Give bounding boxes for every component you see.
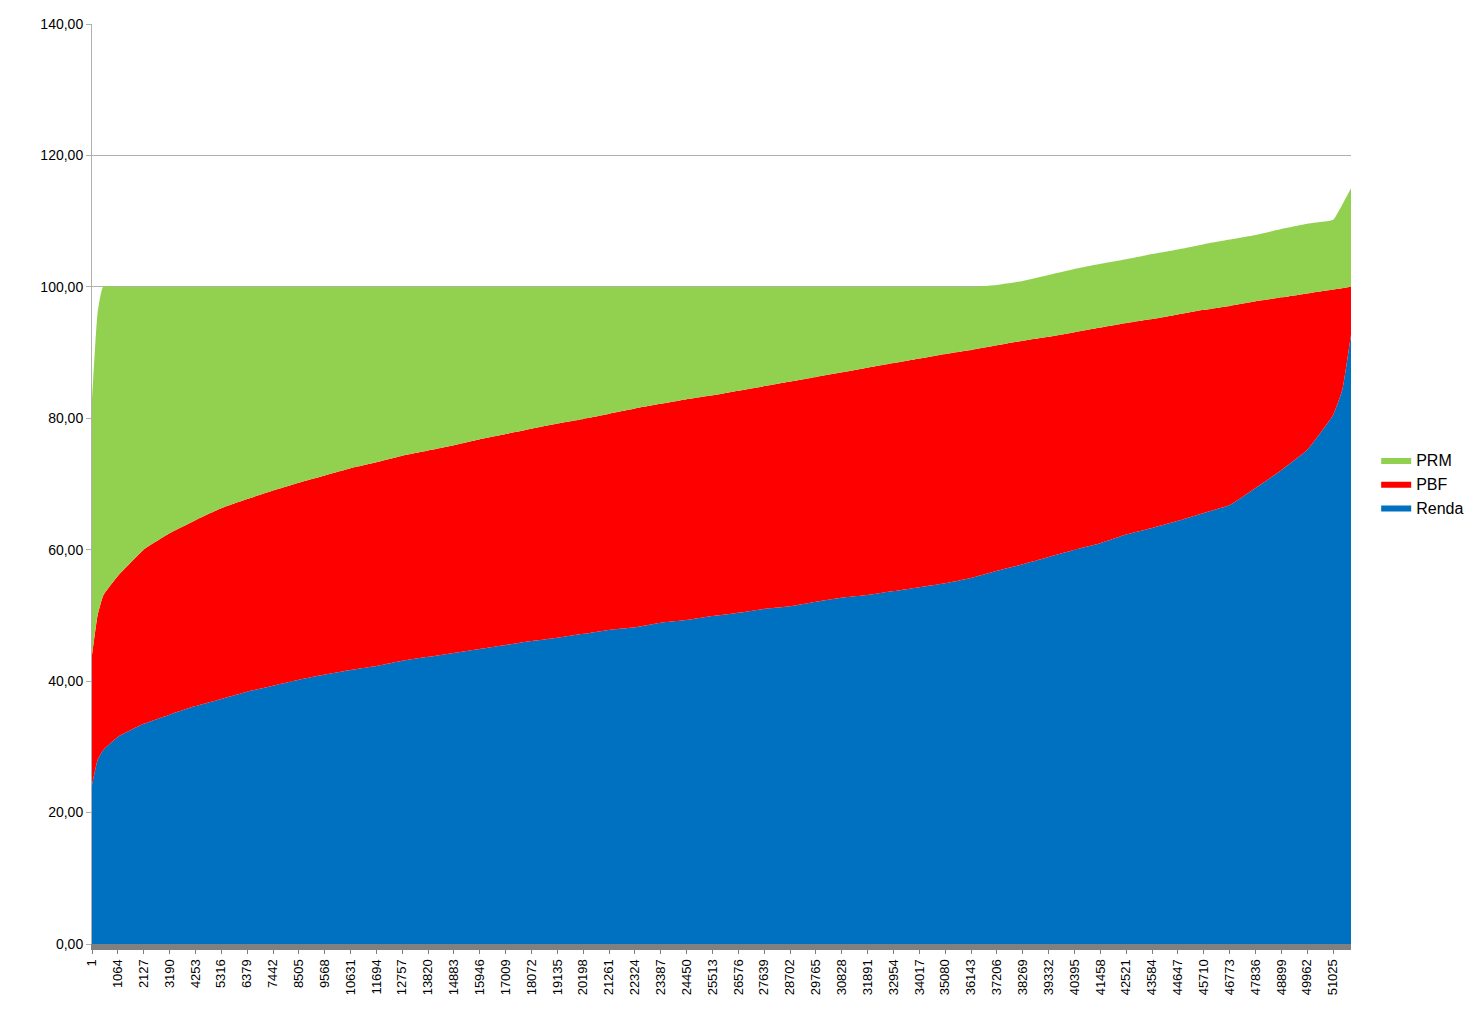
svg-text:45710: 45710 (1196, 959, 1211, 995)
svg-text:24450: 24450 (679, 959, 694, 995)
svg-text:4253: 4253 (188, 959, 203, 988)
svg-text:12757: 12757 (395, 959, 410, 995)
svg-text:47836: 47836 (1248, 959, 1263, 995)
svg-text:37206: 37206 (989, 959, 1004, 995)
svg-text:51025: 51025 (1325, 959, 1340, 995)
svg-text:34017: 34017 (912, 959, 927, 995)
svg-text:13820: 13820 (420, 959, 435, 995)
svg-text:14883: 14883 (446, 959, 461, 995)
svg-text:38269: 38269 (1015, 959, 1030, 995)
svg-text:29765: 29765 (808, 959, 823, 995)
svg-text:25513: 25513 (705, 959, 720, 995)
svg-text:11694: 11694 (369, 959, 384, 994)
svg-text:5316: 5316 (214, 959, 229, 988)
svg-text:PRM: PRM (1416, 452, 1452, 469)
svg-text:120,00: 120,00 (40, 147, 83, 163)
svg-text:40,00: 40,00 (48, 673, 83, 689)
svg-text:3190: 3190 (162, 959, 177, 988)
svg-text:9568: 9568 (317, 959, 332, 988)
svg-text:Renda: Renda (1416, 500, 1463, 517)
svg-text:32954: 32954 (886, 959, 901, 995)
svg-text:41458: 41458 (1093, 959, 1108, 995)
svg-text:10631: 10631 (343, 959, 358, 995)
svg-text:140,00: 140,00 (40, 16, 83, 32)
svg-text:20198: 20198 (576, 959, 591, 995)
svg-text:1064: 1064 (110, 959, 125, 988)
svg-text:1: 1 (84, 959, 99, 966)
svg-text:80,00: 80,00 (48, 410, 83, 426)
svg-text:44647: 44647 (1170, 959, 1185, 995)
svg-text:PBF: PBF (1416, 476, 1447, 493)
svg-text:21261: 21261 (601, 959, 616, 995)
svg-text:22324: 22324 (627, 959, 642, 995)
svg-text:48899: 48899 (1274, 959, 1289, 995)
svg-text:2127: 2127 (136, 959, 151, 988)
svg-text:43584: 43584 (1144, 959, 1159, 995)
svg-text:27639: 27639 (756, 959, 771, 995)
svg-text:39332: 39332 (1041, 959, 1056, 995)
svg-text:36143: 36143 (963, 959, 978, 995)
svg-text:28702: 28702 (782, 959, 797, 995)
svg-text:100,00: 100,00 (40, 279, 83, 295)
svg-text:35080: 35080 (937, 959, 952, 995)
svg-text:30828: 30828 (834, 959, 849, 995)
svg-text:6379: 6379 (239, 959, 254, 988)
svg-text:20,00: 20,00 (48, 804, 83, 820)
svg-text:26576: 26576 (731, 959, 746, 995)
svg-text:0,00: 0,00 (56, 936, 83, 952)
svg-text:60,00: 60,00 (48, 542, 83, 558)
svg-text:42521: 42521 (1118, 959, 1133, 995)
svg-text:31891: 31891 (860, 959, 875, 995)
svg-text:23387: 23387 (653, 959, 668, 995)
svg-text:19135: 19135 (550, 959, 565, 995)
svg-text:8505: 8505 (291, 959, 306, 988)
svg-text:40395: 40395 (1067, 959, 1082, 995)
svg-text:18072: 18072 (524, 959, 539, 995)
svg-text:15946: 15946 (472, 959, 487, 995)
svg-text:7442: 7442 (265, 959, 280, 988)
svg-text:46773: 46773 (1222, 959, 1237, 995)
svg-text:17009: 17009 (498, 959, 513, 995)
svg-text:49962: 49962 (1299, 959, 1314, 995)
